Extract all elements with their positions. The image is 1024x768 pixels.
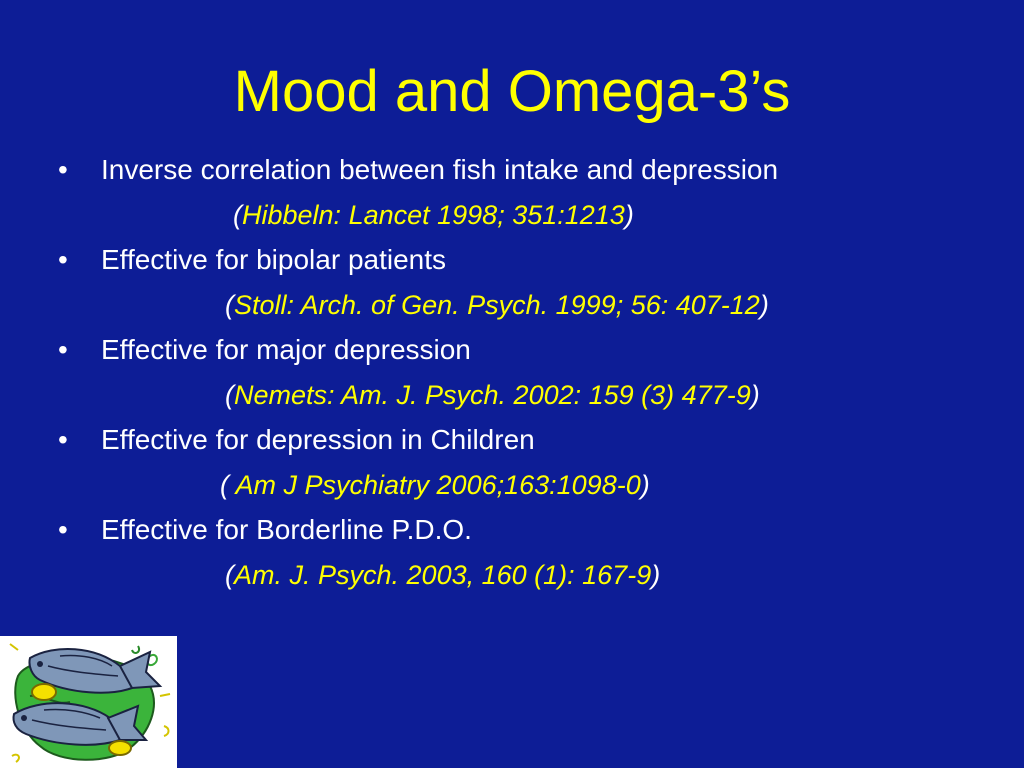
bullet-line: • Effective for depression in Children xyxy=(58,420,988,465)
citation-text: Nemets: Am. J. Psych. 2002: 159 (3) 477-… xyxy=(234,380,751,410)
citation-text: Am J Psychiatry 2006;163:1098-0 xyxy=(235,470,641,500)
bullet-item: • Effective for major depression (Nemets… xyxy=(58,330,988,420)
citation-open-paren: ( xyxy=(220,470,236,500)
bullet-item: • Inverse correlation between fish intak… xyxy=(58,150,988,240)
citation-close-paren: ) xyxy=(640,470,650,500)
citation-text: Stoll: Arch. of Gen. Psych. 1999; 56: 40… xyxy=(234,290,760,320)
bullet-dot: • xyxy=(58,334,68,365)
citation-line: (Hibbeln: Lancet 1998; 351:1213) xyxy=(58,195,988,240)
citation-line: (Am. J. Psych. 2003, 160 (1): 167-9) xyxy=(58,555,988,600)
fish-clipart-icon xyxy=(0,636,177,768)
citation-open-paren: ( xyxy=(233,200,242,230)
bullet-dot: • xyxy=(58,514,68,545)
bullet-item: • Effective for Borderline P.D.O. (Am. J… xyxy=(58,510,988,600)
citation-text: Am. J. Psych. 2003, 160 (1): 167-9 xyxy=(234,560,652,590)
bullet-line: • Effective for Borderline P.D.O. xyxy=(58,510,988,555)
bullet-text: Effective for bipolar patients xyxy=(101,244,447,275)
bullet-text: Effective for major depression xyxy=(101,334,471,365)
bullet-line: • Effective for bipolar patients xyxy=(58,240,988,285)
bullet-dot: • xyxy=(58,154,68,185)
citation-close-paren: ) xyxy=(759,290,769,320)
bullet-dot: • xyxy=(58,244,68,275)
citation-close-paren: ) xyxy=(750,380,760,410)
bullet-line: • Effective for major depression xyxy=(58,330,988,375)
slide-title: Mood and Omega-3’s xyxy=(233,59,791,124)
citation-close-paren: ) xyxy=(651,560,661,590)
bullet-item: • Effective for depression in Children (… xyxy=(58,420,988,510)
bullet-text: Effective for Borderline P.D.O. xyxy=(101,514,472,545)
bullet-line: • Inverse correlation between fish intak… xyxy=(58,150,988,195)
citation-close-paren: ) xyxy=(624,200,634,230)
citation-open-paren: ( xyxy=(225,560,234,590)
bullet-text: Inverse correlation between fish intake … xyxy=(101,154,779,185)
citation-text: Hibbeln: Lancet 1998; 351:1213 xyxy=(242,200,625,230)
bullet-text: Effective for depression in Children xyxy=(101,424,535,455)
citation-line: (Stoll: Arch. of Gen. Psych. 1999; 56: 4… xyxy=(58,285,988,330)
bullet-item: • Effective for bipolar patients (Stoll:… xyxy=(58,240,988,330)
bullet-dot: • xyxy=(58,424,68,455)
citation-line: (Nemets: Am. J. Psych. 2002: 159 (3) 477… xyxy=(58,375,988,420)
citation-open-paren: ( xyxy=(225,290,234,320)
citation-line: ( Am J Psychiatry 2006;163:1098-0) xyxy=(58,465,988,510)
citation-open-paren: ( xyxy=(225,380,234,410)
bullet-list: • Inverse correlation between fish intak… xyxy=(58,150,988,600)
